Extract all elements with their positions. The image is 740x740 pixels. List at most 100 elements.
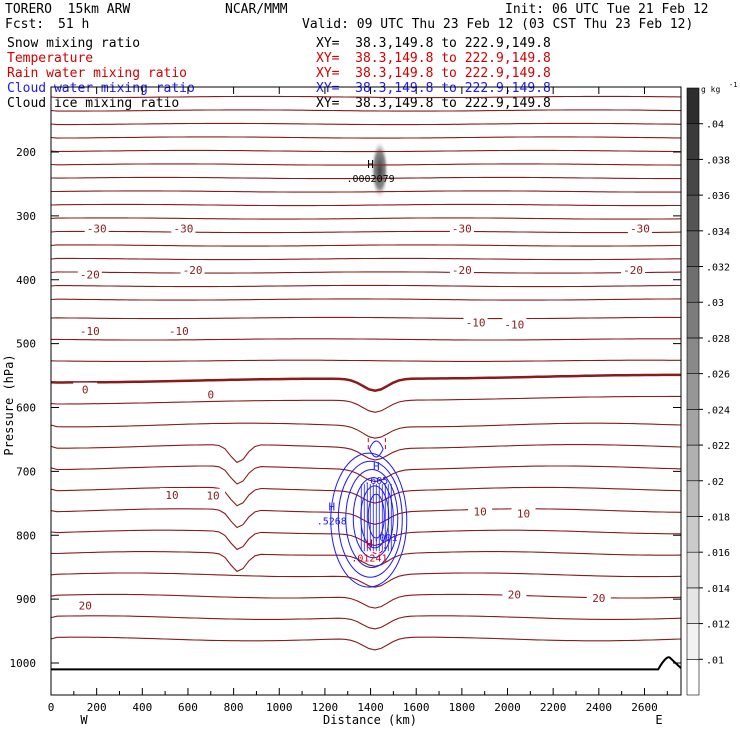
- x-axis-title: Distance (km): [323, 713, 417, 727]
- extremum-letter: H: [366, 538, 373, 551]
- y-tick-label: 1000: [10, 657, 37, 670]
- isotherm-label-bg: [449, 263, 474, 276]
- isotherm-label-bg: [502, 587, 527, 600]
- isotherm-label-bg: [511, 506, 536, 519]
- colorbar-tick-label: .036: [706, 191, 730, 202]
- colorbar-tick-label: .01: [706, 655, 724, 666]
- colorbar-swatch: [686, 409, 700, 446]
- isotherm: [50, 271, 682, 274]
- isotherm-label: -20: [80, 269, 100, 282]
- snow-shading: [370, 139, 389, 200]
- isotherm: [50, 95, 682, 99]
- isotherm: [50, 298, 681, 301]
- isotherm: [50, 395, 681, 413]
- isotherm-label-bg: [73, 598, 98, 611]
- colorbar-swatch: [686, 623, 700, 660]
- isotherm-label: 20: [79, 600, 92, 613]
- x-tick-label: 1400: [357, 701, 384, 714]
- isotherm-label-bg: [502, 317, 527, 330]
- isotherm-label-bg: [198, 387, 223, 400]
- colorbar-unit: g kg: [701, 85, 720, 94]
- west-label: W: [80, 713, 88, 727]
- colorbar-swatch: [686, 337, 700, 374]
- colorbar-tick-label: .028: [706, 334, 730, 345]
- cloud-water-contour: [337, 460, 403, 578]
- isotherm: [50, 615, 682, 630]
- isotherm-label-bg: [180, 263, 205, 276]
- isotherm: [50, 444, 682, 464]
- extremum-value: .605: [364, 476, 388, 487]
- field-rain-xy: XY= 38.3,149.8 to 222.9,149.8: [316, 66, 551, 81]
- cloud-water-contour: [330, 452, 408, 588]
- extremum-value: .01241: [351, 554, 387, 565]
- isotherm: [50, 508, 682, 529]
- isotherm-label-bg: [463, 315, 488, 328]
- isotherm-label-bg: [586, 590, 611, 603]
- isotherm-label: -20: [623, 264, 643, 277]
- isotherm-label-bg: [449, 221, 474, 234]
- isotherm-label: -10: [466, 317, 486, 330]
- y-tick-label: 500: [16, 338, 36, 351]
- isotherm: [50, 636, 682, 651]
- x-tick-label: 2200: [540, 701, 567, 714]
- colorbar-swatch: [686, 444, 700, 482]
- terrain-line: [51, 656, 682, 671]
- x-tick-label: 1200: [312, 701, 339, 714]
- colorbar-tick-label: .032: [706, 263, 730, 274]
- field-snow-name: Snow mixing ratio: [7, 36, 141, 51]
- isotherm: [50, 572, 682, 588]
- plot-frame: [50, 86, 682, 696]
- isotherm-label: 10: [165, 489, 178, 502]
- isotherm: [50, 551, 682, 573]
- colorbar: .01 .012 .014 .016 .018 .02 .022 .024 .026 .028 .0…: [686, 81, 737, 696]
- isotherm-zero: [50, 373, 681, 392]
- x-tick-label: 1800: [449, 701, 476, 714]
- isotherm-label: -20: [183, 264, 203, 277]
- cloud-water-contour: [352, 477, 394, 559]
- isotherm: [50, 257, 681, 261]
- isotherm-label-bg: [201, 488, 226, 501]
- x-tick-label: 1600: [403, 701, 430, 714]
- isotherm: [50, 422, 682, 439]
- forecast-hours: 51 h: [58, 17, 90, 32]
- extremum-value: .5268: [317, 516, 347, 527]
- isotherm: [50, 529, 681, 551]
- isotherm: [50, 316, 681, 320]
- colorbar-swatch: [686, 87, 700, 125]
- isotherm-label: 0: [207, 389, 214, 402]
- east-label: E: [655, 713, 662, 727]
- rain-contours: [367, 438, 386, 555]
- colorbar-tick-label: .016: [706, 548, 730, 559]
- temperature-isotherms: [50, 95, 682, 651]
- isotherm-label-bg: [627, 221, 652, 234]
- isotherm-label: -10: [169, 325, 189, 338]
- isotherm-label: -30: [173, 223, 193, 236]
- isotherm-label: -30: [452, 223, 472, 236]
- field-cloudwater-name: Cloud water mixing ratio: [7, 81, 195, 96]
- snow-maximum-shading: [370, 139, 389, 200]
- colorbar-tick-label: .04: [706, 120, 724, 131]
- extremum-letter: H: [373, 460, 380, 473]
- colorbar-swatch: [686, 587, 700, 624]
- colorbar-swatch: [686, 301, 700, 339]
- x-tick-label: 200: [87, 701, 107, 714]
- isotherm: [51, 190, 681, 193]
- isotherm: [50, 359, 681, 362]
- colorbar-tick-label: .014: [706, 584, 730, 595]
- axes: 0 200 400 600 800 1000 1200 1400 1600 1800 2000 220…: [10, 87, 681, 714]
- y-tick-label: 700: [16, 465, 36, 478]
- colorbar-tick-label: .034: [706, 227, 730, 238]
- isotherm-label-bg: [159, 488, 184, 501]
- colorbar-swatch: [686, 516, 700, 553]
- isotherm-label: -10: [80, 325, 100, 338]
- y-tick-label: 600: [16, 402, 36, 415]
- isotherm: [50, 163, 681, 166]
- y-tick-label: 800: [16, 529, 36, 542]
- x-tick-label: 2400: [586, 701, 613, 714]
- cloud-water-contour: [360, 485, 390, 549]
- colorbar-tick-label: .026: [706, 370, 730, 381]
- field-temperature-xy: XY= 38.3,149.8 to 222.9,149.8: [316, 51, 551, 66]
- model-title: TORERO 15km ARW: [5, 2, 131, 17]
- colorbar-swatch: [686, 159, 700, 196]
- isotherm: [50, 230, 682, 234]
